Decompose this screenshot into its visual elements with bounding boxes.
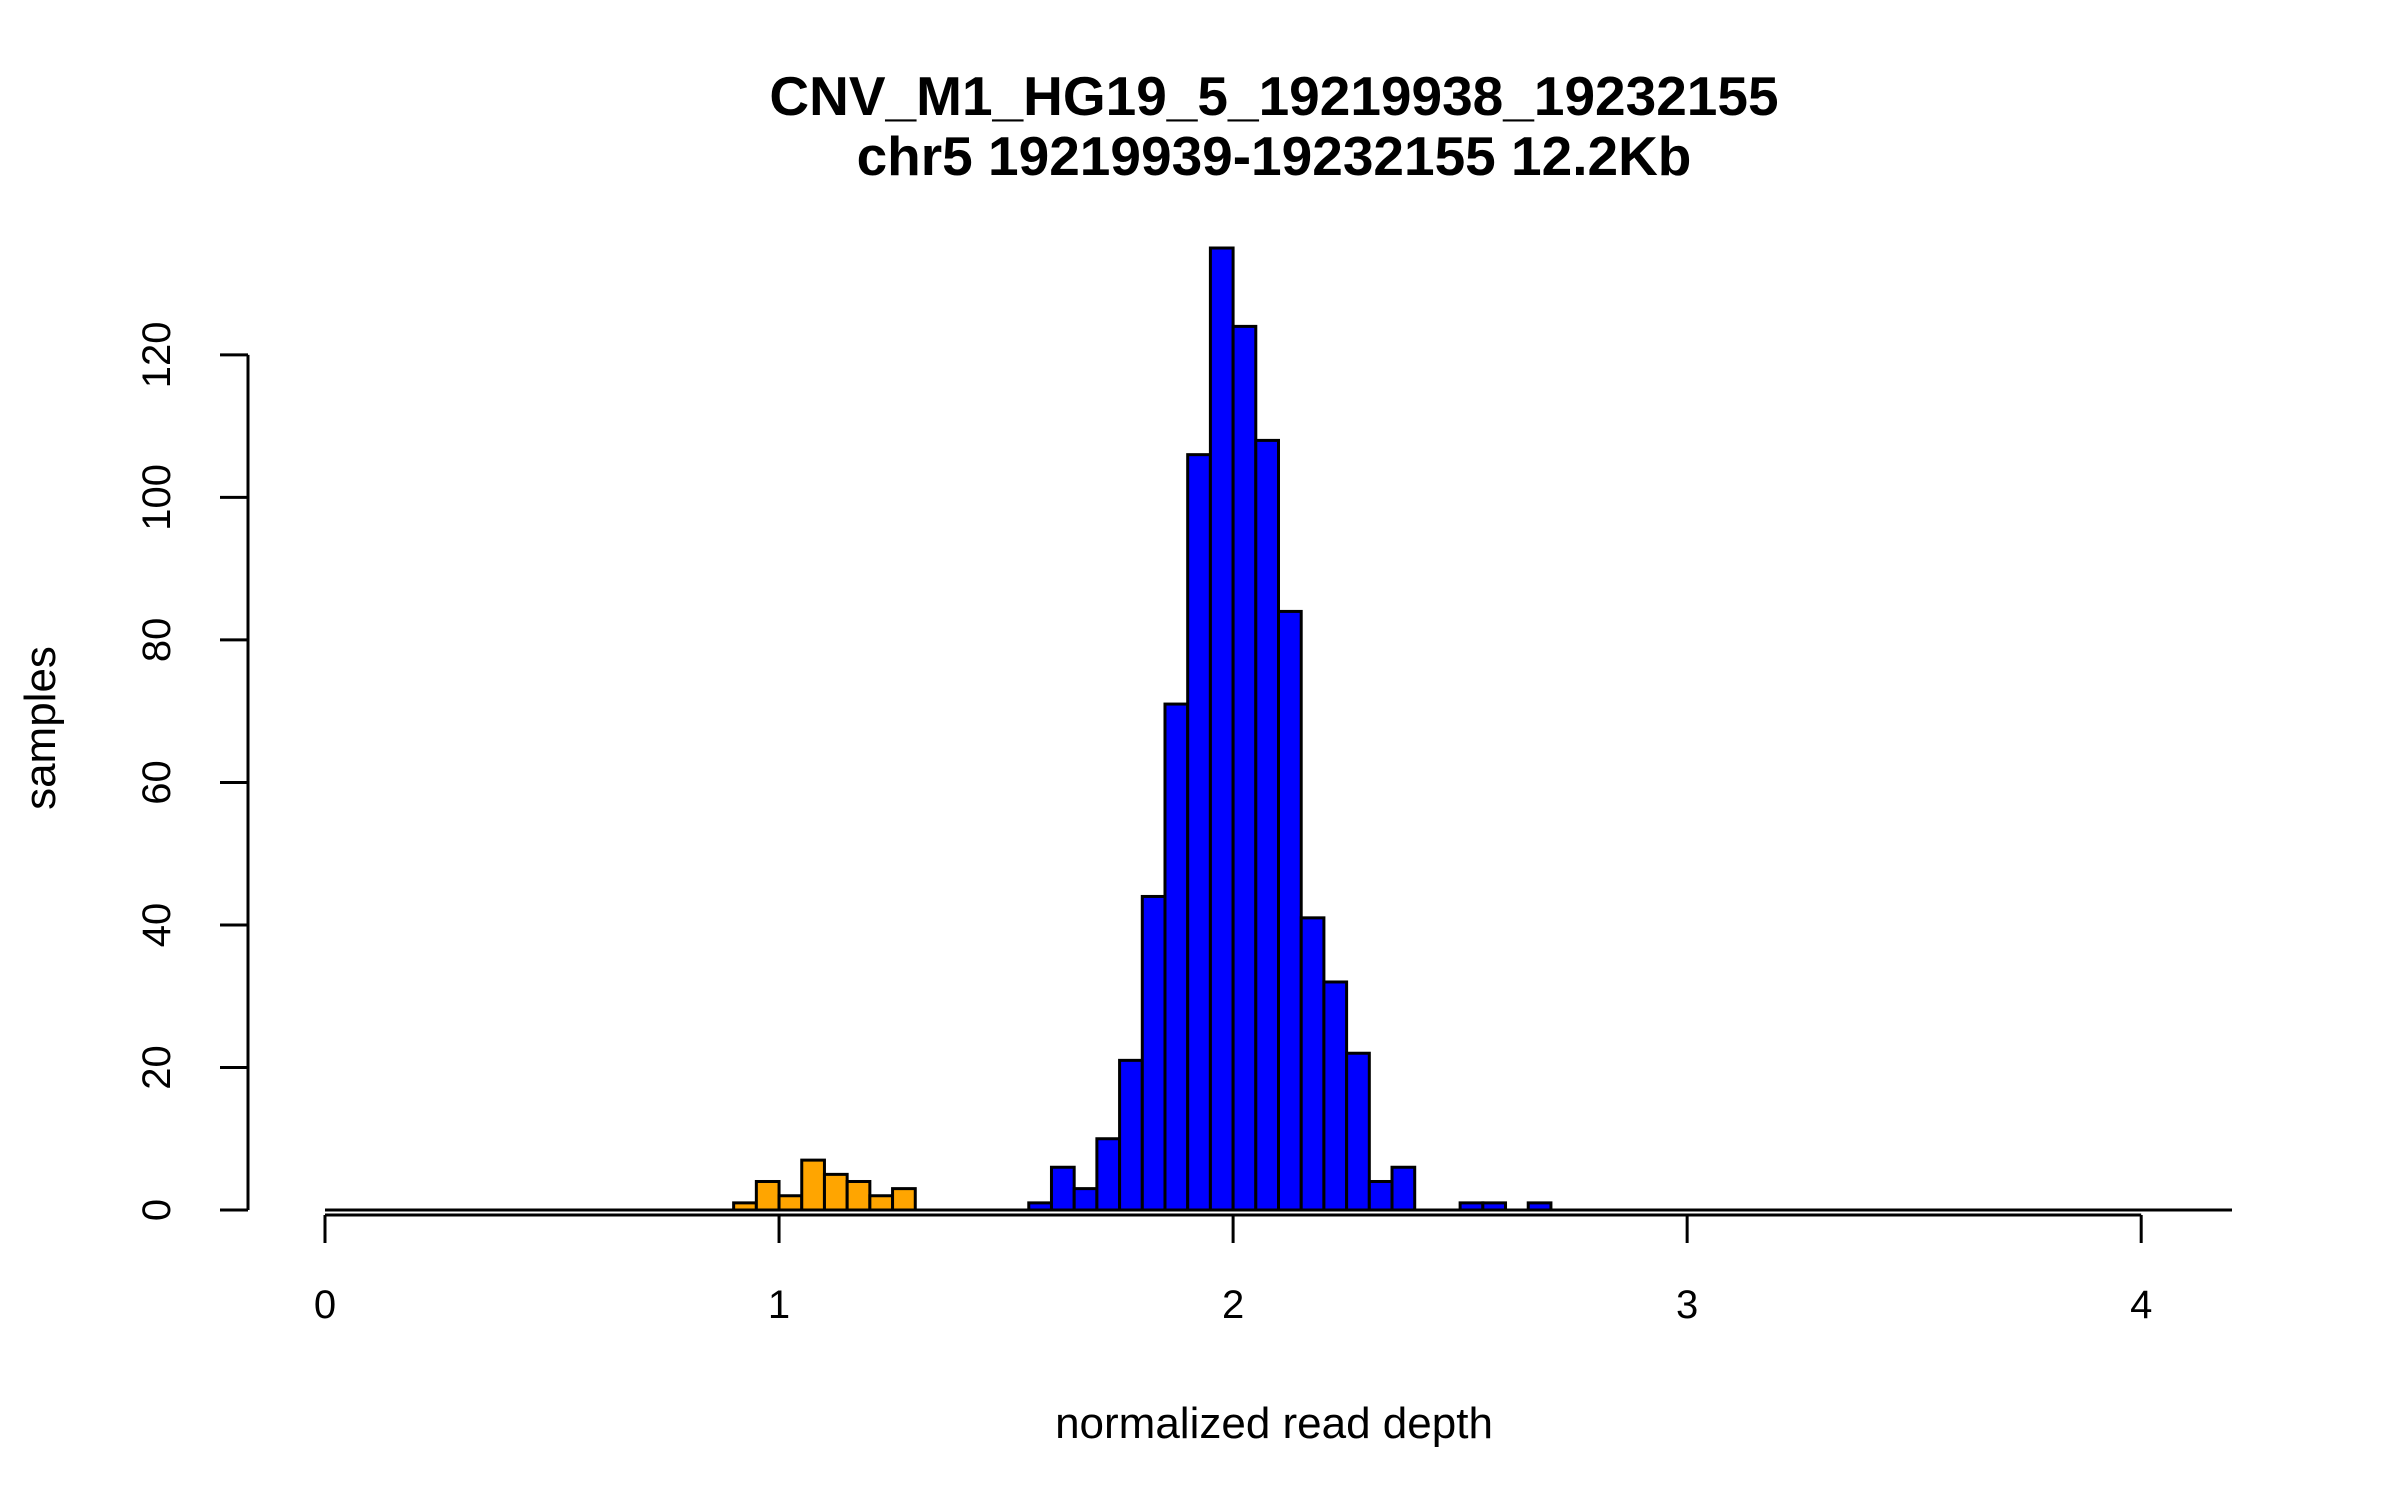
bar-normal-16 [1390, 1165, 1417, 1212]
bar-normal-10 [1254, 438, 1280, 1212]
y-tick-label-5: 100 [135, 464, 179, 531]
bar-normal-5 [1140, 894, 1167, 1212]
y-tick-label-1: 20 [135, 1045, 179, 1090]
y-tick-label-4: 80 [135, 618, 179, 663]
y-axis: 0 20 40 60 80 100 120 [135, 322, 250, 1221]
bar-normal-1 [1049, 1165, 1076, 1212]
x-axis: 0 1 2 3 4 [314, 1213, 2152, 1327]
bar-normal-7 [1186, 453, 1212, 1212]
bar-normal-9 [1231, 324, 1258, 1212]
x-tick-label-1: 1 [768, 1283, 790, 1327]
bar-normal-13 [1322, 980, 1349, 1212]
bar-deletion-3 [800, 1158, 826, 1212]
y-tick-label-2: 40 [135, 903, 179, 948]
bar-normal-12 [1299, 916, 1326, 1212]
bar-normal-2 [1072, 1187, 1099, 1212]
x-tick-label-4: 4 [2130, 1283, 2152, 1327]
x-tick-label-3: 3 [1676, 1283, 1698, 1327]
bar-normal-8 [1208, 246, 1235, 1212]
bar-deletion-5 [845, 1179, 872, 1212]
y-axis-label: samples [16, 646, 65, 810]
bar-normal-6 [1163, 702, 1190, 1212]
bar-deletion-1 [754, 1179, 781, 1212]
bar-deletion-2 [777, 1194, 804, 1212]
y-tick-label-3: 60 [135, 760, 179, 805]
bars-group [325, 246, 2232, 1212]
bar-normal-4 [1118, 1058, 1144, 1212]
bar-deletion-4 [822, 1172, 849, 1212]
x-axis-label: normalized read depth [1055, 1399, 1493, 1448]
bar-deletion-7 [891, 1187, 917, 1212]
bar-normal-11 [1277, 609, 1303, 1212]
x-tick-label-0: 0 [314, 1283, 336, 1327]
y-tick-label-6: 120 [135, 322, 179, 389]
bar-normal-3 [1095, 1137, 1122, 1212]
bar-deletion-6 [868, 1194, 895, 1212]
x-tick-label-2: 2 [1222, 1283, 1244, 1327]
y-tick-label-0: 0 [135, 1199, 179, 1221]
bar-normal-15 [1367, 1179, 1394, 1212]
chart-subtitle: chr5 19219939-19232155 12.2Kb [857, 125, 1692, 187]
chart-title: CNV_M1_HG19_5_19219938_19232155 [769, 65, 1778, 127]
bar-normal-14 [1345, 1051, 1371, 1212]
